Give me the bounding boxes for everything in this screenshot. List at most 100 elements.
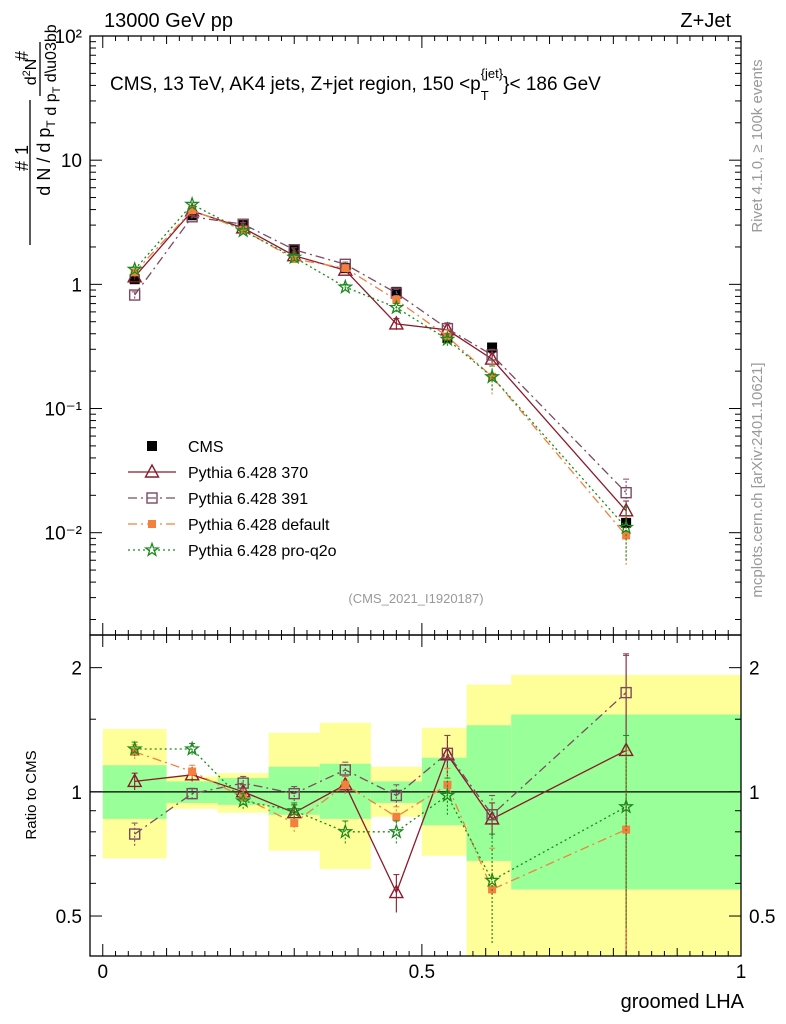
ratio-point-default-5	[392, 812, 401, 821]
ratio-point-proq2o-3	[286, 802, 303, 818]
ratio-point-p391-1	[186, 787, 198, 800]
ratio-point-p391-0	[128, 828, 141, 840]
ratio-ytick-label-2: 2	[71, 659, 82, 680]
ratio-point-p391-7	[486, 809, 498, 821]
main-point-proq2o-5	[388, 299, 405, 315]
main-point-default-1	[188, 206, 197, 215]
svg-text:d2N: d2N	[21, 59, 40, 86]
legend-entry-default: Pythia 6.428 default	[128, 517, 330, 534]
legend-entry-p391: Pythia 6.428 391	[128, 491, 308, 508]
legend-marker-default	[148, 520, 156, 528]
main-ytick-label-1: 10⁻¹	[45, 400, 83, 421]
ratio-point-default-3	[290, 819, 299, 828]
x-tick-label-2: 1	[736, 962, 747, 983]
band-inner-7	[466, 725, 512, 861]
main-point-proq2o-2	[235, 222, 252, 238]
ratio-point-proq2o-7	[484, 871, 501, 888]
ratio-point-p370-5	[388, 884, 405, 899]
x-tick-label-0: 0	[97, 962, 108, 983]
main-ytick-label-3: 10	[61, 151, 82, 172]
main-line-default	[134, 209, 627, 536]
legend-label-proq2o: Pythia 6.428 pro-q2o	[188, 543, 337, 560]
legend-label-cms: CMS	[188, 439, 224, 456]
ratio-point-proq2o-8	[618, 798, 635, 814]
title-main: CMS, 13 TeV, AK4 jets, Z+jet region, 150…	[110, 74, 481, 95]
main-point-proq2o-4	[337, 278, 354, 295]
ratio-point-p391-8	[620, 686, 632, 699]
main-plot-marks	[126, 195, 635, 565]
ratio-point-p370-8	[618, 741, 634, 757]
ratio-point-p370-0	[127, 772, 143, 788]
main-series-default	[130, 206, 631, 565]
ratio-point-proq2o-2	[235, 792, 252, 808]
legend-marker-cms	[147, 441, 157, 451]
ratio-ytick-label-1: 1	[71, 783, 82, 804]
ratio-uncertainty-bands	[90, 674, 741, 956]
main-point-proq2o-6	[439, 330, 456, 347]
main-point-p391-8	[620, 486, 632, 499]
main-point-proq2o-0	[126, 260, 143, 277]
title-sub: T	[481, 88, 489, 103]
main-ytick-label-0: 10⁻²	[45, 524, 83, 545]
legend-entry-cms: CMS	[147, 439, 224, 456]
ratio-line-proq2o	[134, 748, 627, 882]
ratio-point-default-4	[341, 780, 350, 789]
legend-entry-proq2o: Pythia 6.428 pro-q2o	[128, 541, 337, 560]
main-y-axis-label: #1 d N / d pT # d2N d pT d\u03bb	[12, 24, 63, 245]
ratio-plot-marks	[126, 653, 635, 955]
main-point-default-4	[341, 264, 350, 273]
ratio-point-default-1	[188, 767, 197, 776]
axis-ticks: 10⁻² 10⁻¹ 1 10 10² 0 0.5 1 0.5 0.5 1 1 2 2	[45, 27, 776, 983]
legend-label-p391: Pythia 6.428 391	[188, 491, 308, 508]
mcplots-label: mcplots.cern.ch [arXiv:2401.10621]	[749, 362, 766, 597]
main-point-default-2	[239, 225, 248, 234]
title-tail: }< 186 GeV	[503, 74, 601, 95]
svg-text:d N / d pT: d N / d pT	[34, 120, 58, 196]
ratio-point-proq2o-1	[184, 740, 201, 756]
main-series-proq2o	[126, 195, 635, 561]
main-line-proq2o	[134, 203, 627, 529]
header-right: Z+Jet	[680, 10, 731, 32]
main-point-p391-0	[128, 289, 141, 301]
ratio-series-proq2o	[126, 734, 635, 944]
ratio-point-p391-3	[288, 787, 300, 800]
plot-title: CMS, 13 TeV, AK4 jets, Z+jet region, 150…	[110, 66, 601, 103]
main-point-proq2o-1	[184, 195, 201, 212]
main-ytick-label-4: 10²	[55, 27, 82, 48]
ratio-ytick-label-r-2: 2	[749, 659, 760, 680]
svg-text:#: #	[12, 51, 32, 61]
ratio-point-p391-4	[339, 764, 351, 776]
main-point-cms-7	[487, 342, 498, 353]
legend-label-default: Pythia 6.428 default	[188, 517, 330, 534]
ratio-ytick-label-r-0: 0.5	[749, 907, 775, 928]
ratio-point-p391-6	[441, 747, 454, 760]
ratio-ytick-label-r-1: 1	[749, 783, 760, 804]
ratio-point-proq2o-5	[388, 823, 405, 839]
ratio-line-default	[134, 751, 627, 891]
x-tick-label-1: 0.5	[409, 962, 435, 983]
main-point-p370-7	[484, 350, 500, 365]
title-sup: {jet}	[481, 66, 504, 81]
legend-entry-p370: Pythia 6.428 370	[128, 463, 308, 482]
main-point-proq2o-8	[618, 519, 635, 535]
ratio-point-proq2o-0	[126, 740, 143, 756]
main-ytick-label-2: 1	[71, 275, 82, 296]
header-left: 13000 GeV pp	[104, 10, 233, 32]
ratio-point-proq2o-4	[337, 823, 354, 839]
plot-frames	[89, 35, 742, 957]
main-point-p391-7	[486, 349, 498, 361]
ratio-point-p391-2	[237, 777, 249, 789]
legend-marker-p391	[146, 492, 158, 504]
ratio-series-p391	[128, 655, 632, 846]
ratio-y-axis-label: Ratio to CMS	[23, 750, 40, 839]
legend: CMS Pythia 6.428 370 Pythia 6.428 391 Pythi…	[128, 439, 337, 560]
main-line-p391	[134, 216, 627, 494]
x-axis-label: groomed LHA	[621, 991, 745, 1013]
ratio-point-default-2	[239, 793, 248, 802]
main-point-proq2o-3	[286, 248, 303, 265]
main-point-p370-5	[388, 315, 405, 330]
legend-marker-proq2o	[143, 541, 161, 557]
ratio-point-p391-5	[390, 789, 403, 802]
legend-marker-p370	[144, 463, 160, 478]
